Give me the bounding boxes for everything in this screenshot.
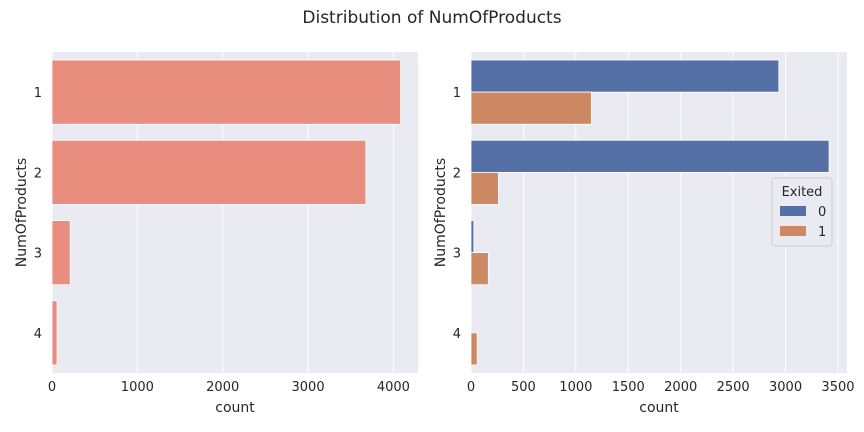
legend-label: 1	[818, 225, 826, 240]
legend-swatch	[780, 206, 806, 216]
legend-label: 0	[818, 205, 826, 220]
x-tick-label: 3000	[292, 380, 325, 395]
bar	[470, 91, 592, 125]
y-tick-label: 3	[453, 247, 461, 262]
x-tick-label: 500	[511, 380, 536, 395]
bar	[51, 300, 58, 366]
panel-2: 0 500 1000 1500 2000 2500 3000 3500 1 2 3 4 count Num…	[433, 52, 855, 416]
x-tick-label: 1500	[612, 380, 645, 395]
legend: Exited 0 1	[771, 177, 833, 247]
bar	[51, 59, 401, 125]
bar	[470, 252, 489, 286]
x-tick-label: 2500	[717, 380, 750, 395]
x-tick-label: 3000	[769, 380, 802, 395]
y-tick-label: 1	[453, 86, 461, 101]
x-axis-label: count	[215, 400, 255, 416]
x-tick-label: 0	[48, 380, 56, 395]
bar	[470, 332, 478, 366]
x-tick-label: 3500	[821, 380, 854, 395]
x-tick-label: 2000	[206, 380, 239, 395]
figure-title: Distribution of NumOfProducts	[302, 8, 561, 28]
y-tick-label: 3	[34, 247, 42, 262]
panel-1: 0 1000 2000 3000 4000 1 2 3 4 count NumOfProducts	[14, 52, 418, 416]
legend-title: Exited	[782, 185, 823, 200]
y-tick-label: 4	[453, 327, 461, 342]
x-tick-label: 1000	[121, 380, 154, 395]
bar	[51, 220, 71, 286]
x-axis-label: count	[639, 400, 679, 416]
legend-swatch	[780, 226, 806, 236]
x-tick-label: 0	[467, 380, 475, 395]
y-tick-label: 2	[453, 166, 461, 181]
bar	[470, 139, 830, 173]
x-tick-label: 2000	[664, 380, 697, 395]
bar	[51, 139, 367, 205]
y-tick-label: 1	[34, 86, 42, 101]
y-tick-label: 2	[34, 166, 42, 181]
bar	[470, 220, 475, 254]
bar	[470, 59, 780, 93]
bar	[470, 171, 499, 205]
x-tick-label: 1000	[559, 380, 592, 395]
y-tick-label: 4	[34, 327, 42, 342]
x-tick-label: 4000	[377, 380, 410, 395]
y-axis-label: NumOfProducts	[433, 158, 449, 267]
y-axis-label: NumOfProducts	[14, 158, 30, 267]
